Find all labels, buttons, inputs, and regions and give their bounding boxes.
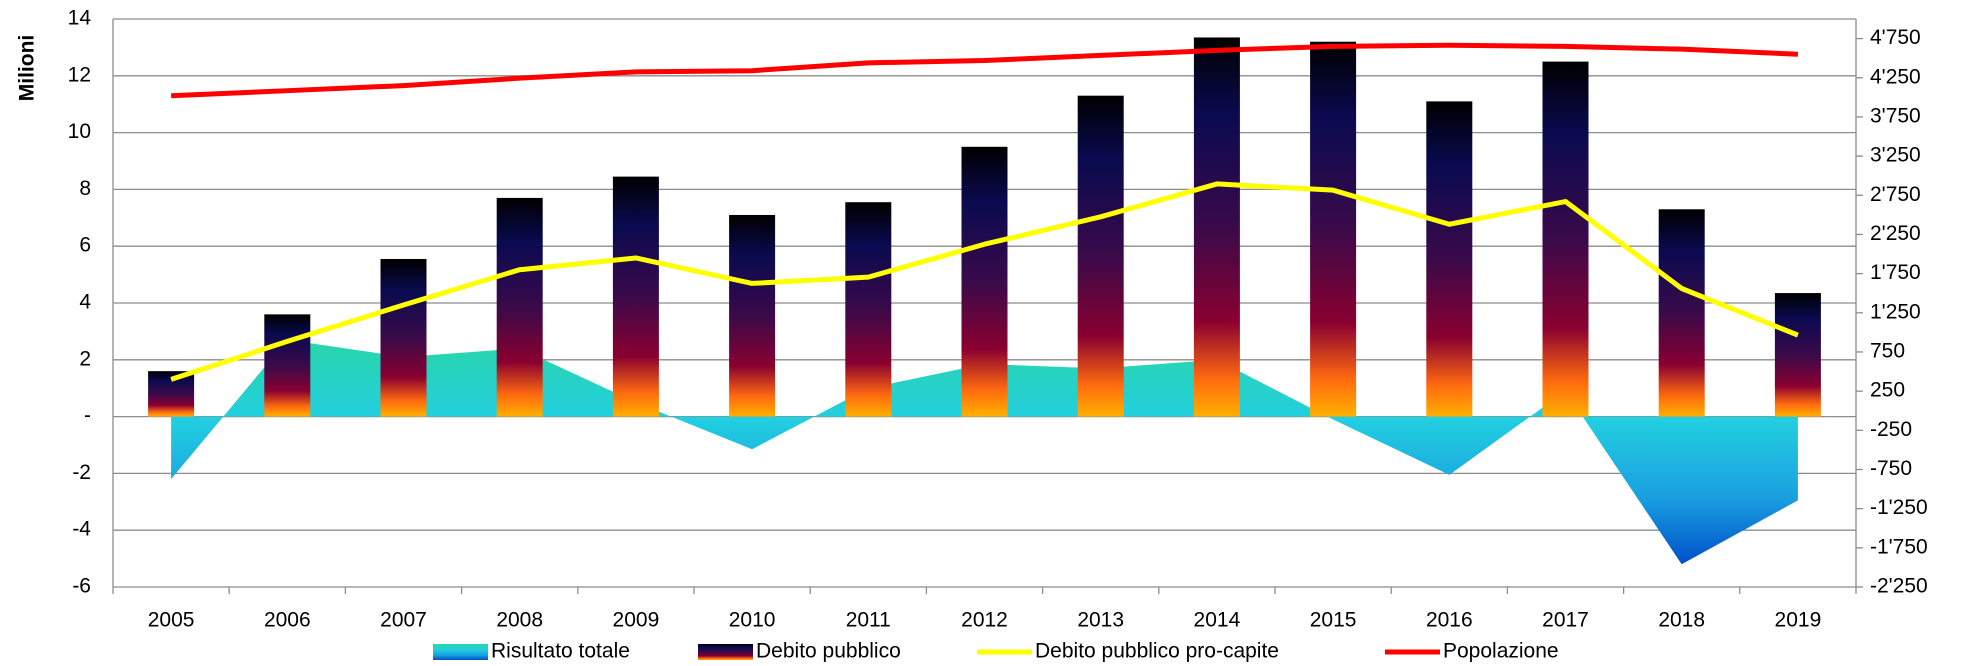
x-tick-label: 2007 bbox=[380, 609, 427, 632]
y2-tick-label: -2'250 bbox=[1870, 575, 1928, 598]
bar bbox=[1542, 61, 1589, 417]
y2-tick-label: 2'250 bbox=[1870, 222, 1921, 245]
x-tick-label: 2008 bbox=[496, 609, 543, 632]
legend-swatch bbox=[698, 644, 753, 660]
legend-swatch bbox=[433, 644, 488, 660]
y2-tick-label: 1'750 bbox=[1870, 261, 1921, 284]
line bbox=[170, 42, 1799, 99]
y2-tick-label: -1'250 bbox=[1870, 496, 1928, 519]
legend-label: Debito pubblico bbox=[756, 640, 901, 663]
legend-label: Popolazione bbox=[1443, 640, 1559, 663]
x-tick-label: 2012 bbox=[961, 609, 1008, 632]
x-tick-label: 2013 bbox=[1077, 609, 1124, 632]
x-tick-label: 2014 bbox=[1194, 609, 1241, 632]
y2-tick-label: 4'250 bbox=[1870, 65, 1921, 88]
y2-tick-label: 250 bbox=[1870, 379, 1905, 402]
y-tick-label: 4 bbox=[79, 291, 91, 314]
y-tick-label: 12 bbox=[68, 63, 91, 86]
bar bbox=[961, 146, 1008, 417]
y2-tick-label: 2'750 bbox=[1870, 183, 1921, 206]
y2-tick-label: 750 bbox=[1870, 340, 1905, 363]
bar bbox=[380, 258, 427, 417]
bar bbox=[612, 176, 659, 417]
y-tick-label: - bbox=[84, 404, 91, 427]
y-tick-label: 6 bbox=[79, 234, 91, 257]
y-tick-label: -4 bbox=[72, 518, 91, 541]
legend-label: Risultato totale bbox=[491, 640, 630, 663]
bar bbox=[496, 197, 543, 417]
y-tick-label: 14 bbox=[68, 7, 92, 30]
x-tick-label: 2010 bbox=[729, 609, 776, 632]
x-tick-label: 2015 bbox=[1310, 609, 1357, 632]
y2-tick-label: -750 bbox=[1870, 457, 1912, 480]
y2-tick-label: -1'750 bbox=[1870, 535, 1928, 558]
y2-tick-label: 3'250 bbox=[1870, 144, 1921, 167]
y-tick-label: -6 bbox=[72, 575, 91, 598]
x-tick-label: 2005 bbox=[148, 609, 195, 632]
y-tick-label: 8 bbox=[79, 177, 91, 200]
y2-tick-label: 3'750 bbox=[1870, 104, 1921, 127]
bar bbox=[1426, 101, 1473, 417]
line bbox=[170, 181, 1799, 382]
x-tick-label: 2017 bbox=[1542, 609, 1589, 632]
x-tick-label: 2018 bbox=[1658, 609, 1705, 632]
bar bbox=[845, 202, 892, 417]
bar bbox=[1310, 41, 1357, 417]
y2-tick-label: 1'250 bbox=[1870, 300, 1921, 323]
y2-tick-label: 4'750 bbox=[1870, 26, 1921, 49]
y-tick-label: 2 bbox=[79, 347, 91, 370]
x-tick-label: 2009 bbox=[613, 609, 660, 632]
bar bbox=[1193, 37, 1240, 417]
bar bbox=[1774, 293, 1821, 417]
y2-tick-label: -250 bbox=[1870, 418, 1912, 441]
y-tick-label: -2 bbox=[72, 461, 91, 484]
x-tick-label: 2006 bbox=[264, 609, 311, 632]
area bbox=[171, 339, 1798, 565]
bar bbox=[1077, 95, 1124, 417]
legend-label: Debito pubblico pro-capite bbox=[1035, 640, 1279, 663]
x-tick-label: 2011 bbox=[846, 609, 891, 632]
bar bbox=[1658, 209, 1705, 417]
bar bbox=[729, 214, 776, 417]
x-tick-label: 2016 bbox=[1426, 609, 1473, 632]
y-tick-label: 10 bbox=[68, 120, 91, 143]
x-tick-label: 2019 bbox=[1775, 609, 1822, 632]
y-axis-label: Milioni bbox=[16, 35, 39, 102]
bar bbox=[264, 314, 311, 417]
